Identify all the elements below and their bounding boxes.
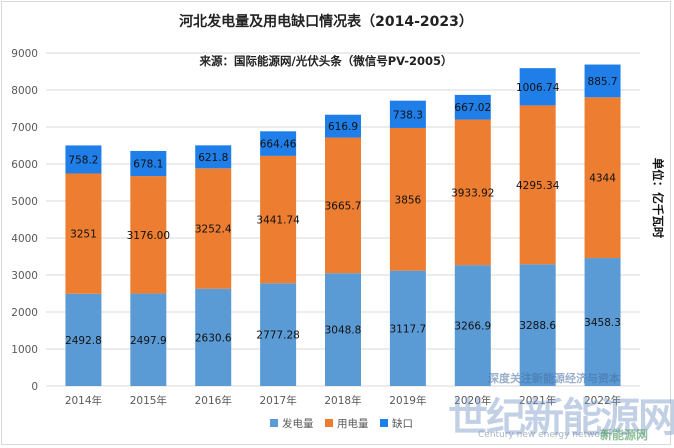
bar-segment — [325, 137, 361, 274]
bar-segment — [130, 176, 167, 294]
data-label: 664.46 — [260, 139, 297, 151]
legend-swatch — [325, 419, 333, 427]
bar-segment — [454, 119, 491, 266]
y-tick-label: 3000 — [11, 270, 38, 282]
bar-segment — [584, 64, 621, 98]
bar-segment — [260, 283, 297, 386]
data-label: 3288.6 — [519, 320, 556, 332]
data-label: 3251 — [70, 229, 97, 241]
data-label: 4344 — [589, 173, 616, 185]
bar-segment — [584, 97, 621, 259]
data-label: 2492.8 — [65, 335, 102, 347]
y-tick-label: 4000 — [11, 233, 38, 245]
y-tick-label: 8000 — [11, 85, 38, 97]
data-label: 3266.9 — [454, 321, 491, 333]
y-tick-label: 0 — [31, 381, 38, 393]
bar-segment — [454, 265, 491, 386]
watermark-site-name: 新能源网 — [600, 428, 649, 442]
bar-segment — [260, 155, 297, 284]
data-label: 678.1 — [133, 159, 163, 171]
bar-segment — [65, 293, 102, 386]
data-label: 1006.74 — [516, 82, 560, 94]
data-label: 2777.28 — [256, 330, 299, 342]
data-label: 3048.8 — [325, 325, 362, 337]
data-label: 3665.7 — [325, 200, 362, 212]
bar-segment — [130, 293, 167, 386]
x-tick-label: 2020年 — [454, 394, 491, 407]
x-tick-label: 2018年 — [324, 394, 361, 407]
y-tick-label: 6000 — [11, 159, 38, 171]
x-tick-label: 2021年 — [519, 394, 556, 407]
legend-swatch — [380, 419, 388, 427]
data-label: 2497.9 — [130, 335, 167, 347]
data-label: 738.3 — [393, 109, 423, 121]
data-label: 3856 — [395, 194, 422, 206]
bar-segment — [389, 127, 426, 271]
data-label: 3176.00 — [127, 230, 170, 242]
y-tick-label: 2000 — [11, 307, 38, 319]
y-axis-label: 单位：亿千瓦时 — [651, 158, 665, 239]
legend-label: 发电量 — [282, 417, 314, 430]
bar-segment — [389, 270, 426, 386]
bar-segment — [389, 100, 426, 128]
y-tick-label: 1000 — [11, 344, 38, 356]
bar-segment — [325, 114, 361, 138]
chart-subtitle: 来源：国际能源网/光伏头条（微信号PV-2005） — [199, 54, 453, 68]
x-tick-label: 2016年 — [195, 394, 232, 407]
bar-segment — [195, 145, 232, 169]
data-label: 3117.7 — [390, 323, 427, 335]
chart-title: 河北发电量及用电缺口情况表（2014-2023） — [179, 13, 473, 30]
y-tick-label: 9000 — [11, 48, 38, 60]
x-tick-label: 2019年 — [389, 394, 426, 407]
data-label: 667.02 — [454, 102, 491, 114]
x-tick-label: 2014年 — [65, 394, 102, 407]
data-label: 4295.34 — [516, 180, 560, 192]
data-label: 885.7 — [588, 76, 618, 88]
data-label: 3458.3 — [584, 317, 621, 329]
bar-segment — [130, 150, 167, 177]
bar-segment — [519, 105, 556, 265]
bar-segment — [519, 68, 556, 106]
data-label: 2630.6 — [195, 332, 232, 344]
watermark-english: Century new energy network — [478, 430, 609, 440]
legend-swatch — [270, 419, 278, 427]
bar-segment — [65, 173, 102, 294]
bar-segment — [325, 273, 361, 386]
data-label: 3252.4 — [195, 223, 232, 235]
x-tick-label: 2015年 — [130, 394, 167, 407]
bar-segment — [584, 258, 621, 386]
bar-segment — [195, 288, 232, 386]
data-label: 758.2 — [68, 154, 98, 166]
data-label: 3441.74 — [256, 215, 300, 227]
legend-label: 缺口 — [392, 417, 413, 430]
bar-segment — [454, 94, 491, 120]
y-tick-label: 5000 — [11, 196, 38, 208]
watermark-logo-text: 世纪新能源网 — [448, 394, 674, 441]
bar-segment — [65, 145, 102, 174]
bar-segment — [195, 168, 232, 289]
data-label: 3933.92 — [451, 187, 494, 199]
bar-segment — [519, 264, 556, 386]
legend-label: 用电量 — [337, 417, 369, 430]
x-tick-label: 2022年 — [584, 394, 621, 407]
watermark-tagline: 深度关注新能源经济与资本 — [488, 372, 620, 385]
bar-segment — [260, 131, 297, 156]
y-tick-label: 7000 — [11, 122, 38, 134]
data-label: 621.8 — [198, 152, 228, 164]
x-tick-label: 2017年 — [259, 394, 296, 407]
data-label: 616.9 — [328, 121, 358, 133]
